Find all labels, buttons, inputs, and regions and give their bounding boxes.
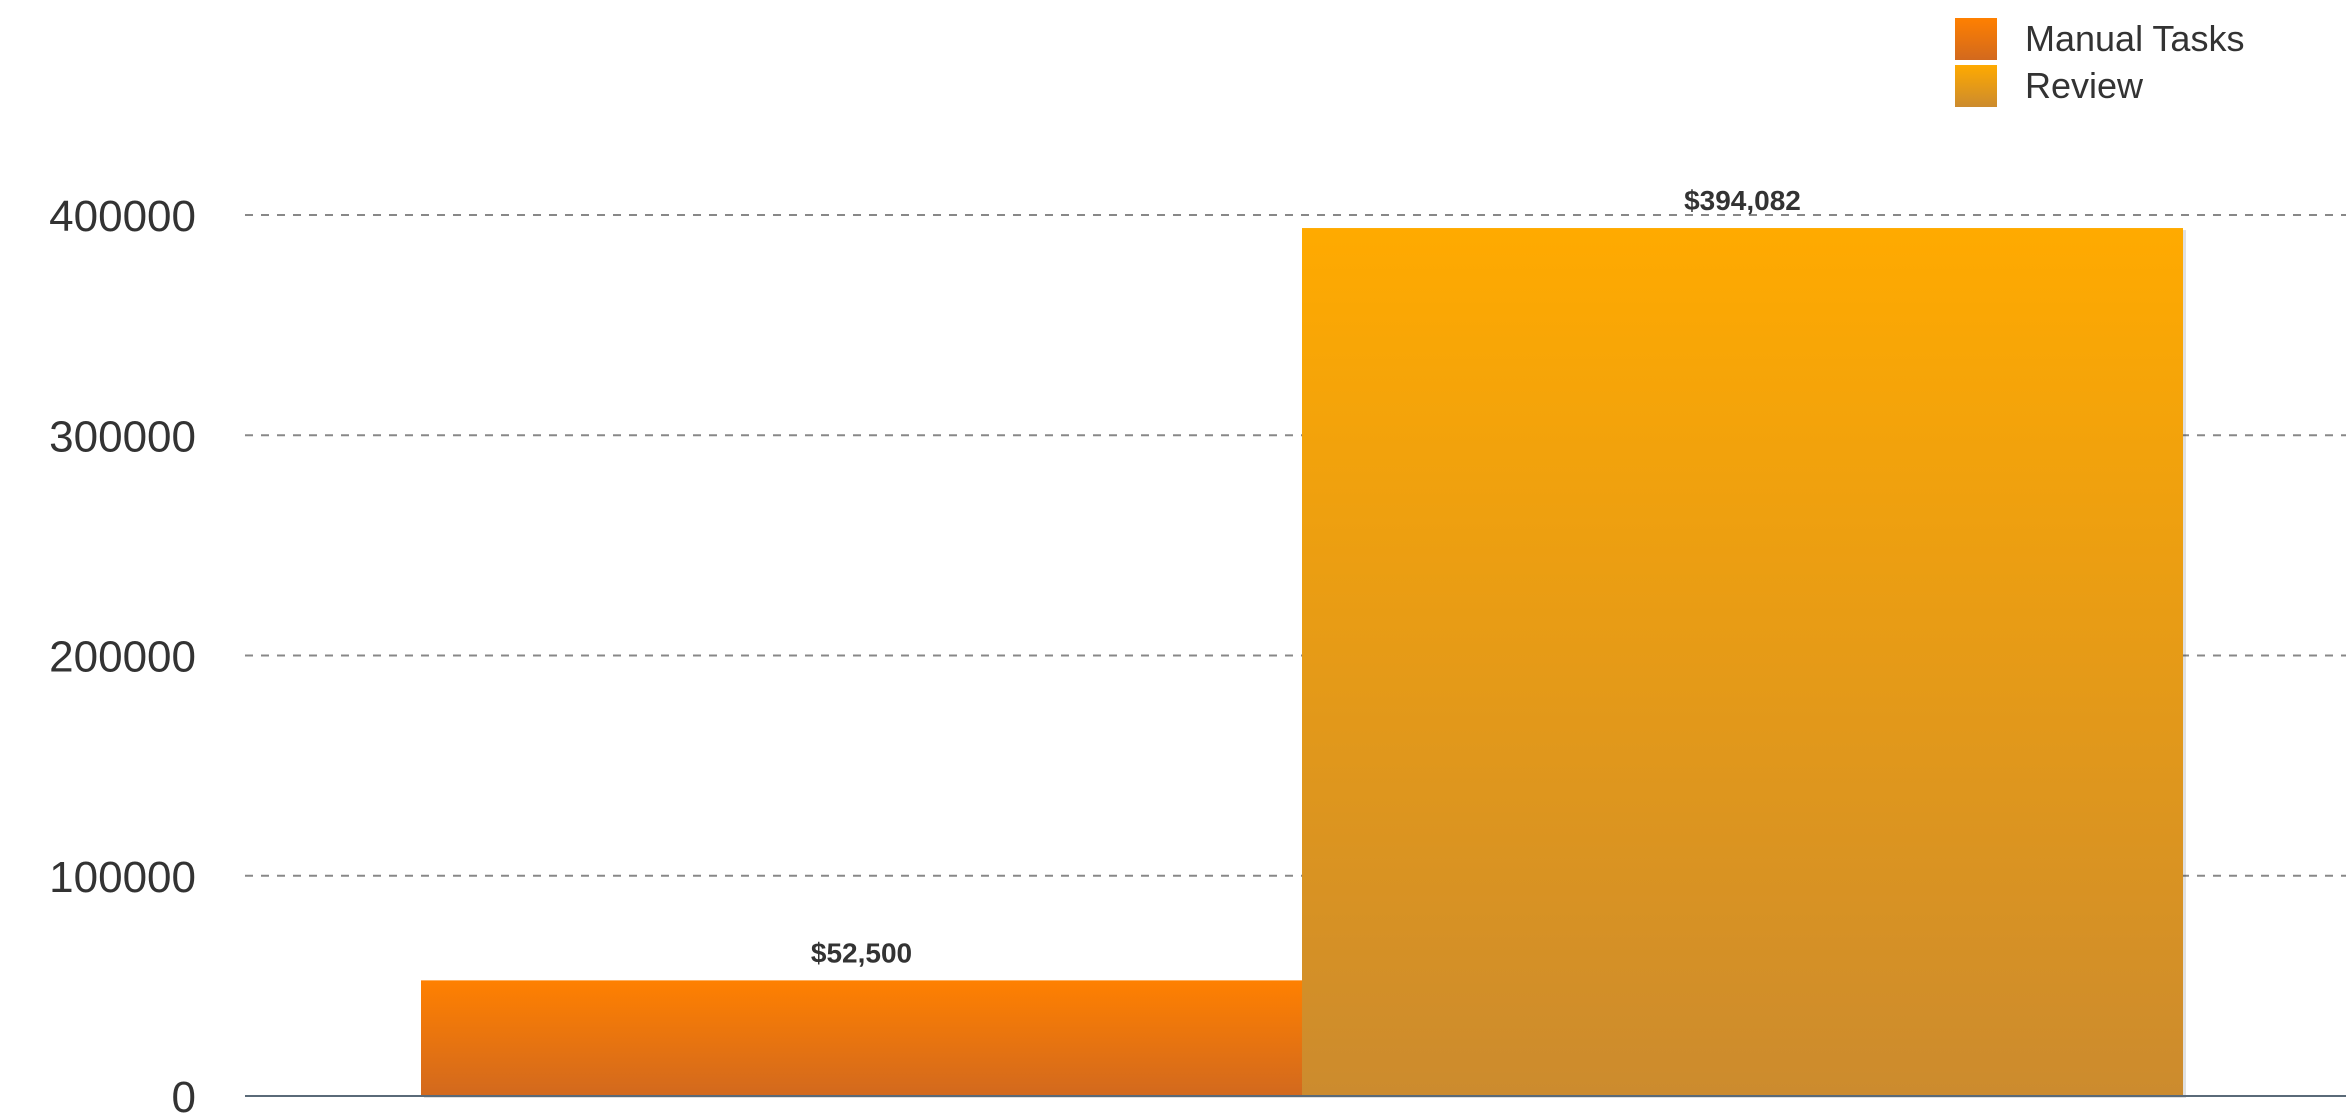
data-label: $394,082	[1684, 185, 1801, 216]
y-tick-label: 100000	[49, 853, 196, 902]
legend-label: Manual Tasks	[2025, 18, 2244, 59]
y-axis-ticks: 0 100000 200000 300000 400000	[49, 192, 196, 1114]
y-tick-label: 200000	[49, 633, 196, 682]
bars	[421, 228, 2186, 1098]
y-tick-label: 0	[172, 1073, 196, 1114]
legend-swatch	[1955, 18, 1997, 60]
y-tick-label: 300000	[49, 412, 196, 461]
bar-review	[1302, 228, 2183, 1096]
legend-label: Review	[2025, 65, 2144, 106]
data-label: $52,500	[811, 937, 912, 968]
legend: Manual Tasks Review	[1955, 18, 2244, 107]
bar-manual-tasks	[421, 980, 1302, 1096]
data-labels: $52,500 $394,082	[811, 185, 1801, 968]
y-tick-label: 400000	[49, 192, 196, 241]
legend-swatch	[1955, 65, 1997, 107]
